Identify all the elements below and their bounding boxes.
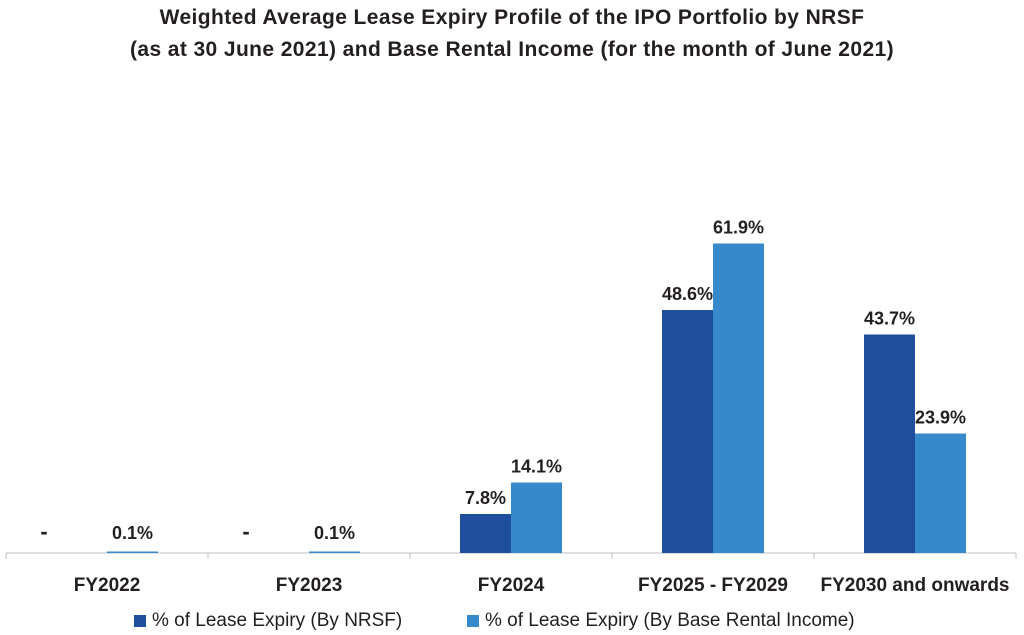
x-tick-label-3: FY2025 - FY2029 <box>638 575 788 596</box>
legend-swatch-nrsf <box>134 615 146 627</box>
bar-rental-0 <box>107 551 158 553</box>
legend-label-rental: % of Lease Expiry (By Base Rental Income… <box>485 610 855 631</box>
legend-label-nrsf: % of Lease Expiry (By NRSF) <box>152 610 403 631</box>
data-label-nrsf-0: - <box>40 519 47 544</box>
legend-item-rental: % of Lease Expiry (By Base Rental Income… <box>467 610 855 632</box>
bar-nrsf-2 <box>460 514 511 553</box>
bar-rental-3 <box>713 243 764 553</box>
chart-subtitle: (as at 30 June 2021) and Base Rental Inc… <box>129 38 894 61</box>
chart-title: Weighted Average Lease Expiry Profile of… <box>159 6 865 29</box>
data-label-nrsf-4: 43.7% <box>864 309 915 329</box>
x-tick-label-1: FY2023 <box>276 575 343 596</box>
bar-rental-2 <box>511 482 562 553</box>
x-tick-label-2: FY2024 <box>478 575 545 596</box>
data-label-rental-0: 0.1% <box>112 523 153 543</box>
data-label-rental-3: 61.9% <box>713 218 764 238</box>
x-tick-label-4: FY2030 and onwards <box>820 575 1009 596</box>
data-label-nrsf-3: 48.6% <box>662 284 713 304</box>
bar-nrsf-3 <box>662 310 713 553</box>
data-label-rental-1: 0.1% <box>314 523 355 543</box>
bar-rental-4 <box>915 433 966 553</box>
bar-nrsf-4 <box>864 334 915 553</box>
bar-chart: - 0.1% FY2022 - 0.1% FY2023 7.8%14.1% FY2024 48.… <box>5 218 1017 596</box>
bar-rental-1 <box>309 551 360 553</box>
data-label-rental-2: 14.1% <box>511 457 562 477</box>
data-label-nrsf-1: - <box>242 519 249 544</box>
legend-swatch-rental <box>467 615 479 627</box>
legend: % of Lease Expiry (By NRSF) % of Lease E… <box>0 610 1024 634</box>
legend-item-nrsf: % of Lease Expiry (By NRSF) <box>134 610 402 632</box>
x-tick-label-0: FY2022 <box>74 575 141 596</box>
data-label-nrsf-2: 7.8% <box>465 488 506 508</box>
data-label-rental-4: 23.9% <box>915 408 966 428</box>
